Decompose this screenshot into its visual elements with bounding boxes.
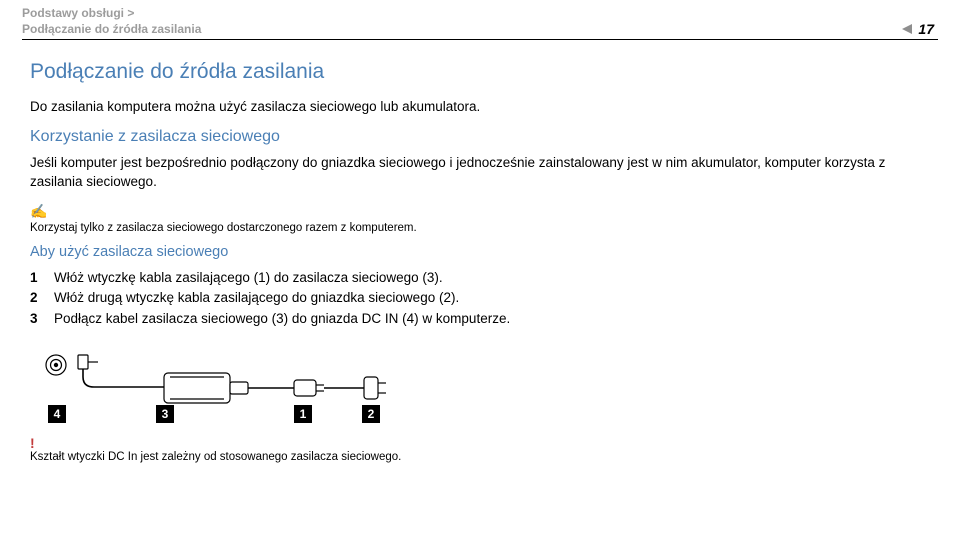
step-number: 2	[30, 288, 42, 308]
step-text: Włóż wtyczkę kabla zasilającego (1) do z…	[54, 268, 443, 288]
page-number: 17	[918, 21, 934, 37]
section-body: Jeśli komputer jest bezpośrednio podłącz…	[30, 154, 938, 190]
warning-text: Kształt wtyczki DC In jest zależny od st…	[30, 451, 938, 463]
step-text: Podłącz kabel zasilacza sieciowego (3) d…	[54, 309, 510, 329]
diagram-label-1: 1	[300, 407, 307, 421]
page-header: Podstawy obsługi > Podłączanie do źródła…	[22, 6, 938, 40]
main-content: Podłączanie do źródła zasilania Do zasil…	[22, 40, 938, 462]
step-number: 1	[30, 268, 42, 288]
breadcrumb: Podstawy obsługi > Podłączanie do źródła…	[22, 6, 201, 37]
diagram-label-3: 3	[162, 407, 169, 421]
step-text: Włóż drugą wtyczkę kabla zasilającego do…	[54, 288, 459, 308]
subsection-heading: Aby użyć zasilacza sieciowego	[30, 244, 938, 260]
step-item: 1 Włóż wtyczkę kabla zasilającego (1) do…	[30, 268, 938, 288]
connection-diagram: 4 3 1 2	[34, 347, 938, 425]
intro-paragraph: Do zasilania komputera można użyć zasila…	[30, 98, 938, 116]
breadcrumb-level2: Podłączanie do źródła zasilania	[22, 22, 201, 38]
page-number-box: 17	[902, 21, 938, 37]
step-item: 3 Podłącz kabel zasilacza sieciowego (3)…	[30, 309, 938, 329]
step-number: 3	[30, 309, 42, 329]
page-title: Podłączanie do źródła zasilania	[30, 60, 938, 84]
note-text: Korzystaj tylko z zasilacza sieciowego d…	[30, 222, 938, 234]
warning-icon: !	[30, 435, 938, 451]
note-icon: ✍	[30, 203, 938, 220]
breadcrumb-level1: Podstawy obsługi >	[22, 6, 201, 22]
section-heading: Korzystanie z zasilacza sieciowego	[30, 128, 938, 146]
diagram-label-2: 2	[368, 407, 375, 421]
diagram-svg: 4 3 1 2	[34, 347, 394, 425]
diagram-label-4: 4	[54, 407, 61, 421]
step-item: 2 Włóż drugą wtyczkę kabla zasilającego …	[30, 288, 938, 308]
page-arrow-icon	[902, 24, 912, 34]
